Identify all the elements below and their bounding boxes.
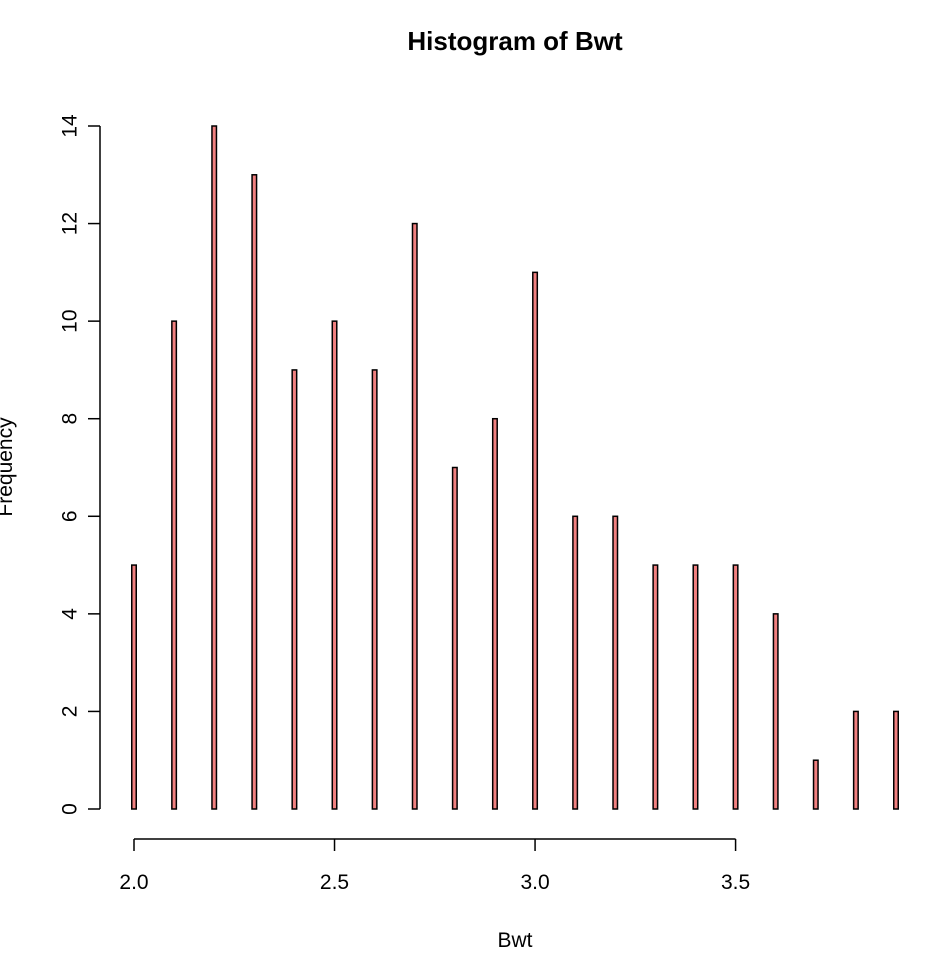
chart-title: Histogram of Bwt [407,26,623,56]
x-axis-label: Bwt [497,929,532,952]
bar [491,417,498,810]
bars-group [131,125,899,810]
x-tick-label: 3.0 [520,871,549,894]
bar [251,174,258,810]
bar [451,466,458,810]
x-tick-label: 2.0 [119,871,148,894]
x-axis: 2.0 2.5 3.0 3.5 [119,838,750,894]
x-tick-label: 3.5 [721,871,750,894]
x-tick-label: 2.5 [320,871,349,894]
bar [893,710,899,810]
bar [131,564,137,810]
y-tick-label: 8 [59,413,82,425]
bar [171,320,178,810]
y-axis-label: Frequency [0,417,17,517]
bar [331,320,338,810]
bar [291,369,298,810]
bar [612,515,619,810]
y-tick-label: 6 [59,510,82,522]
bar [371,369,378,810]
bar [572,515,579,810]
y-axis: 0 2 4 6 8 10 12 14 [59,114,101,815]
y-tick-label: 10 [59,309,82,332]
bar [652,564,659,810]
y-tick-label: 4 [59,608,82,620]
bar [732,564,739,810]
y-tick-label: 0 [59,803,82,815]
bar [852,710,859,810]
y-tick-label: 2 [59,706,82,718]
bar [692,564,699,810]
bar [772,613,779,810]
bar [411,222,418,810]
bar [211,125,218,810]
y-tick-label: 12 [59,212,82,235]
bar [812,759,819,810]
bar [532,271,539,810]
y-tick-label: 14 [59,114,82,138]
